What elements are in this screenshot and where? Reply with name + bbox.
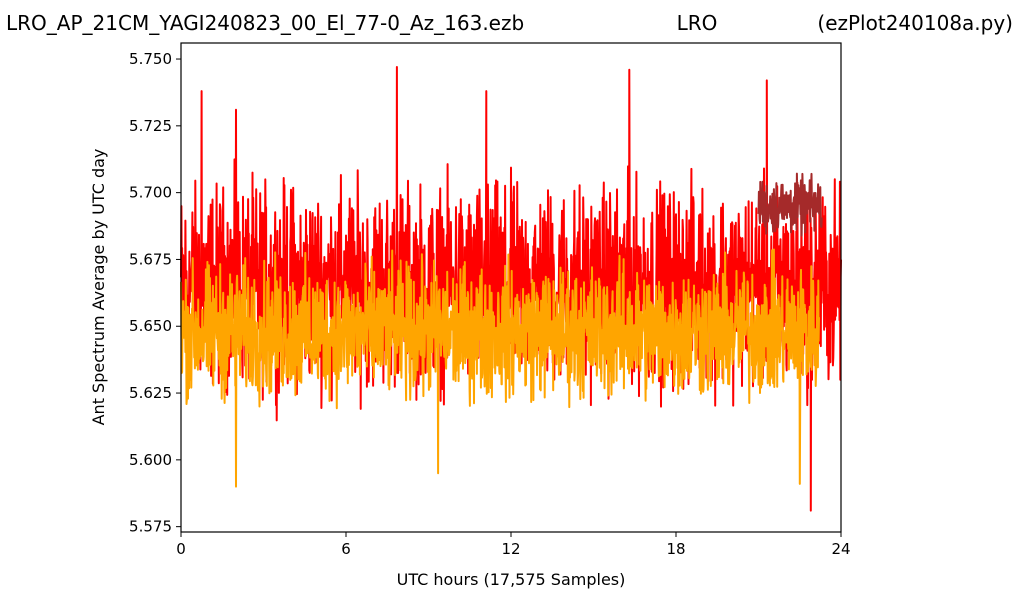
x-tick-label: 6 (341, 540, 351, 558)
x-axis-label: UTC hours (17,575 Samples) (397, 570, 626, 589)
y-axis-label: Ant Spectrum Average by UTC day (89, 149, 108, 426)
series-line-3 (180, 248, 820, 488)
chart-title-script: (ezPlot240108a.py) (817, 11, 1013, 35)
y-tick-label: 5.675 (129, 250, 172, 268)
chart-title-site: LRO (677, 11, 718, 35)
chart-title-filename: LRO_AP_21CM_YAGI240823_00_El_77-0_Az_163… (6, 11, 524, 35)
y-tick-label: 5.700 (129, 184, 172, 202)
y-tick-label: 5.750 (129, 50, 172, 68)
y-tick-label: 5.600 (129, 451, 172, 469)
x-tick-label: 18 (666, 540, 685, 558)
x-tick-label: 12 (501, 540, 520, 558)
x-tick-label: 0 (176, 540, 186, 558)
y-tick-label: 5.575 (129, 518, 172, 536)
plot-frame (180, 42, 842, 533)
y-tick-label: 5.625 (129, 384, 172, 402)
y-tick-label: 5.650 (129, 317, 172, 335)
series-line-2 (757, 172, 823, 237)
series-layer (180, 66, 842, 512)
y-tick-label: 5.725 (129, 117, 172, 135)
ticks-layer: 0 6 12 18 24 5.575 5.600 5.625 5.650 5.675 5.700 5.… (129, 50, 851, 558)
series-line-1 (180, 66, 842, 512)
x-tick-label: 24 (831, 540, 850, 558)
